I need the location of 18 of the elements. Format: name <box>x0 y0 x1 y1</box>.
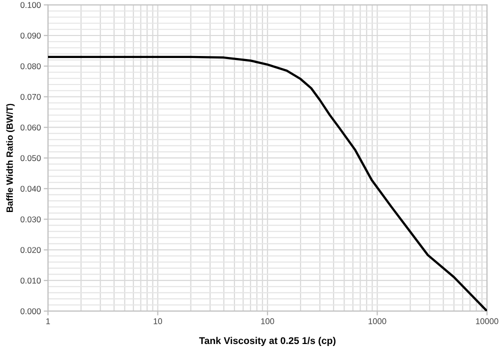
y-tick-label: 0.050 <box>20 155 41 162</box>
y-tick-label: 0.010 <box>20 278 41 284</box>
x-tick-label: 1000 <box>368 318 386 324</box>
x-tick-label: 100 <box>261 318 274 324</box>
y-tick-label: 0.020 <box>20 247 41 253</box>
y-tick-label: 0.070 <box>20 94 41 100</box>
y-tick-label: 0.080 <box>20 63 41 70</box>
x-tick-label: 10000 <box>476 318 498 324</box>
y-tick-label: 0.030 <box>20 216 41 222</box>
y-tick-label: 0.100 <box>20 2 41 8</box>
y-tick-label: 0.060 <box>20 124 41 130</box>
x-tick-label: 1 <box>46 318 50 324</box>
x-axis-title: Tank Viscosity at 0.25 1/s (cp) <box>199 336 336 346</box>
x-tick-label: 10 <box>154 318 162 324</box>
y-tick-label: 0.040 <box>20 186 41 192</box>
y-tick-label: 0.090 <box>20 32 41 39</box>
y-tick-label: 0.000 <box>20 308 41 314</box>
y-axis-title: Baffle Width Ratio (BW/T) <box>6 104 15 212</box>
